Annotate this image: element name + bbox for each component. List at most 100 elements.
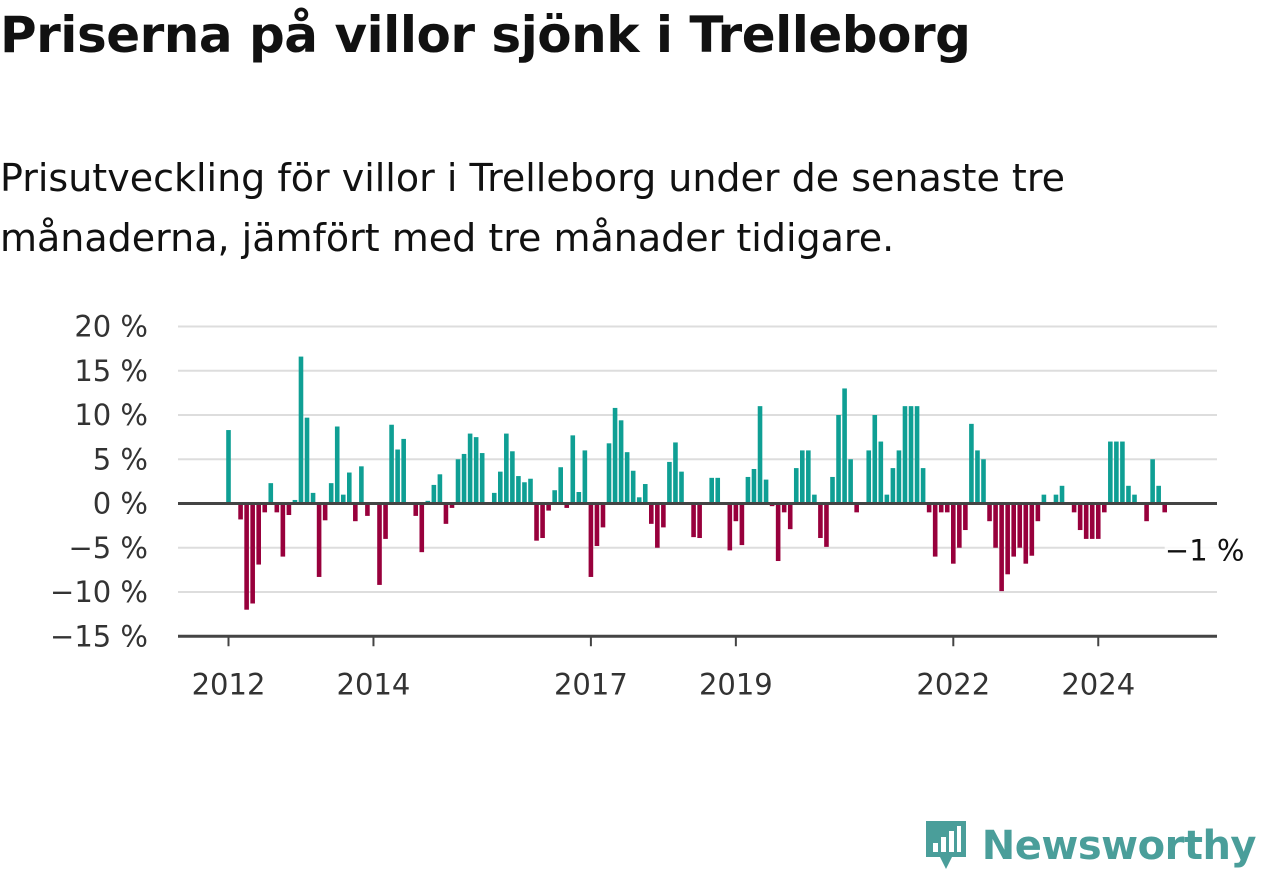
bar (467, 433, 473, 504)
bar (884, 494, 890, 504)
bar (667, 461, 672, 504)
bar (316, 503, 322, 577)
bar (932, 503, 938, 557)
annotation-background (1164, 533, 1247, 568)
bar (516, 476, 521, 504)
bar (1095, 503, 1101, 539)
bar (1059, 485, 1065, 504)
bar (479, 453, 485, 504)
bar (818, 503, 823, 539)
bar (938, 503, 944, 513)
bar (455, 459, 461, 504)
bar (969, 423, 974, 504)
y-tick-label: −15 % (50, 619, 148, 653)
bar (534, 503, 539, 541)
bar (1029, 503, 1035, 556)
bar (244, 503, 249, 610)
bar (673, 442, 678, 504)
bar (908, 406, 914, 504)
bar (751, 468, 757, 504)
bar (655, 503, 660, 548)
bar (1083, 503, 1089, 539)
bar (443, 503, 449, 524)
bar (1102, 503, 1107, 513)
bar (830, 476, 835, 504)
bar (528, 478, 533, 504)
bar (709, 477, 714, 504)
x-tick-label: 2012 (192, 667, 266, 701)
y-tick-label: 10 % (74, 398, 148, 432)
bar (890, 468, 896, 504)
bar (763, 479, 769, 504)
bar (310, 492, 316, 504)
bar (926, 503, 932, 513)
bar (473, 437, 479, 504)
bar (359, 466, 364, 504)
bar (594, 503, 600, 546)
bar (787, 503, 793, 530)
gridlines (178, 325, 1217, 593)
bar (347, 472, 352, 504)
bar (981, 459, 986, 504)
bar (606, 443, 612, 504)
bar (866, 450, 872, 504)
bar (437, 474, 443, 504)
brand-logo: Newsworthy (922, 817, 1257, 875)
bar (504, 433, 509, 504)
bar (1089, 503, 1095, 539)
x-tick-label: 2017 (554, 667, 628, 701)
bar (570, 435, 576, 504)
bar (636, 497, 642, 504)
bar (781, 503, 787, 513)
bar (920, 468, 926, 504)
bar (951, 503, 956, 564)
bar (800, 450, 805, 504)
bar (292, 499, 298, 504)
bar (793, 468, 799, 504)
bar (739, 503, 745, 546)
bar (588, 503, 594, 577)
bar (1144, 503, 1149, 522)
bar-chart-speech-bubble-icon (925, 821, 966, 869)
bar (334, 426, 340, 504)
bar (1126, 485, 1131, 504)
bar (449, 503, 455, 508)
bar (1150, 459, 1155, 504)
bar (697, 503, 702, 539)
chart-subtitle: Prisutveckling för villor i Trelleborg u… (0, 156, 1065, 260)
bar (612, 407, 618, 504)
bar (733, 503, 739, 522)
bar (896, 450, 902, 504)
bar (618, 420, 624, 504)
bar (286, 503, 292, 516)
bar (902, 406, 908, 504)
bar (914, 406, 920, 504)
bar (268, 483, 274, 504)
bar (975, 450, 980, 504)
bar (389, 424, 394, 504)
bar (431, 484, 437, 504)
bar (878, 441, 884, 504)
bar (226, 430, 231, 504)
bar (824, 503, 829, 547)
bar (564, 503, 570, 508)
bar (540, 503, 545, 539)
bar (413, 503, 419, 516)
chart-title: Priserna på villor sjönk i Trelleborg (0, 6, 971, 64)
bar (649, 503, 654, 524)
bar (757, 406, 763, 504)
bar (1071, 503, 1077, 513)
bar (461, 453, 467, 504)
bar (1156, 485, 1161, 504)
bar (854, 503, 859, 513)
bar (1011, 503, 1016, 557)
bar (1077, 503, 1083, 531)
bar (365, 503, 370, 516)
x-tick-label: 2019 (699, 667, 773, 701)
y-tick-label: 20 % (74, 310, 148, 344)
bar (419, 503, 425, 553)
bars (226, 356, 1167, 610)
bar (679, 471, 684, 504)
bar (600, 503, 606, 528)
bar (812, 494, 817, 504)
